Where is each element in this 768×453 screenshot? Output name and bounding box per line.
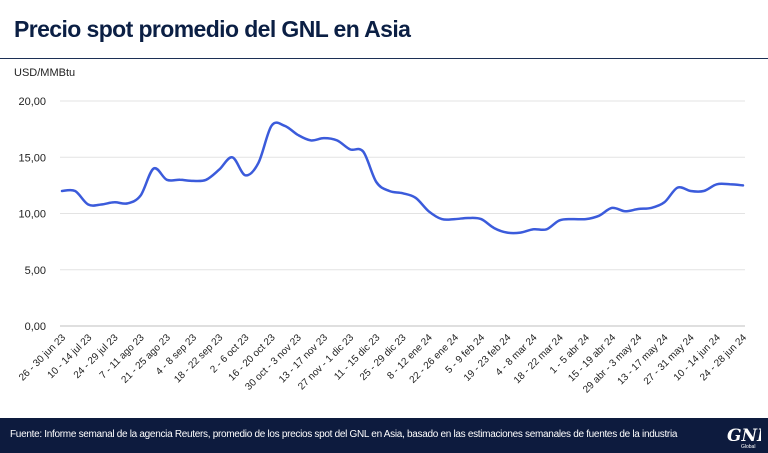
footer-bar: Fuente: Informe semanal de la agencia Re… — [0, 418, 768, 453]
y-tick-label: 20,00 — [18, 96, 46, 108]
y-axis-unit-label: USD/MMBtu — [14, 67, 76, 79]
y-tick-label: 5,00 — [25, 265, 46, 277]
title-divider — [0, 58, 768, 59]
source-note: Fuente: Informe semanal de la agencia Re… — [10, 429, 678, 440]
logo-subtext: Global — [741, 444, 755, 450]
gnl-global-logo: GNL Global — [727, 426, 761, 450]
x-tick-label: 24 - 28 jun 24 — [698, 332, 749, 383]
chart-title: Precio spot promedio del GNL en Asia — [14, 16, 411, 42]
y-tick-label: 10,00 — [18, 209, 46, 221]
y-tick-label: 15,00 — [18, 152, 46, 164]
logo-text: GNL — [727, 426, 761, 446]
y-tick-label: 0,00 — [25, 321, 46, 333]
series-line — [60, 121, 745, 235]
